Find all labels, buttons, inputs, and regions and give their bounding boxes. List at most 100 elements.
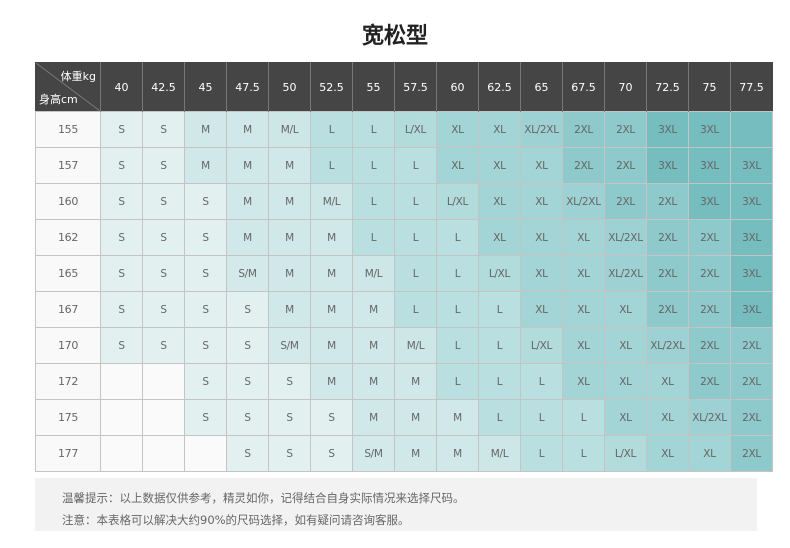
size-cell: XL	[688, 435, 731, 472]
weight-header: 60	[436, 62, 479, 112]
size-cell: L	[394, 147, 437, 184]
size-cell: XL/2XL	[646, 327, 689, 364]
size-cell: M/L	[310, 183, 353, 220]
size-cell: XL	[562, 327, 605, 364]
notice-text: 注意：本表格可以解决大约90%的尺码选择，如有疑问请咨询客服。	[62, 513, 410, 527]
size-cell: 2XL	[730, 363, 773, 400]
page-title: 宽松型	[361, 24, 428, 49]
table-row: 167 S S S S M M M L L L XL XL XL 2XL 2XL 3XL	[35, 291, 773, 328]
size-cell: S	[268, 435, 311, 472]
table-row: 162 S S S M M M L L L XL XL XL XL/2XL 2XL 2XL 3XL	[35, 219, 773, 256]
size-cell: M	[394, 399, 437, 436]
height-cell: 175	[35, 399, 101, 436]
size-cell: L	[436, 291, 479, 328]
size-cell: L/XL	[436, 183, 479, 220]
size-cell: 3XL	[646, 147, 689, 184]
size-cell: M	[184, 111, 227, 148]
size-cell	[142, 399, 185, 436]
size-cell: S	[226, 291, 269, 328]
size-cell: S	[310, 399, 353, 436]
size-cell: L	[436, 219, 479, 256]
size-cell: S	[226, 435, 269, 472]
size-cell: M/L	[352, 255, 395, 292]
size-cell: M	[226, 183, 269, 220]
height-cell: 177	[35, 435, 101, 472]
size-cell: XL	[604, 363, 647, 400]
size-cell: S	[184, 219, 227, 256]
size-cell: L	[436, 363, 479, 400]
size-cell: XL	[646, 435, 689, 472]
size-cell: XL/2XL	[688, 399, 731, 436]
weight-header: 65	[520, 62, 563, 112]
size-cell: M	[310, 327, 353, 364]
size-cell: L	[520, 363, 563, 400]
weight-axis-label: 体重kg	[60, 70, 96, 83]
size-cell: S	[142, 183, 185, 220]
size-cell: 2XL	[688, 363, 731, 400]
header-row: 体重kg 身高cm 40 42.5 45 47.5 50 52.5 55 57.5 60 62.5…	[35, 62, 773, 112]
size-cell: M/L	[478, 435, 521, 472]
size-cell: 3XL	[646, 111, 689, 148]
size-cell: S	[100, 327, 143, 364]
table-row: 160 S S S M M M/L L L L/XL XL XL XL/2XL 2XL 2XL 3XL 3XL	[35, 183, 773, 220]
size-cell: 2XL	[646, 183, 689, 220]
weight-header: 67.5	[562, 62, 605, 112]
weight-header: 45	[184, 62, 227, 112]
height-cell: 157	[35, 147, 101, 184]
weight-header: 42.5	[142, 62, 185, 112]
size-cell: S	[184, 183, 227, 220]
weight-header: 55	[352, 62, 395, 112]
table-row: 177 S S S S/M M M M/L L L L/XL XL XL 2XL	[35, 435, 773, 472]
size-cell: S	[268, 363, 311, 400]
size-cell: 2XL	[604, 147, 647, 184]
size-cell: S	[142, 255, 185, 292]
size-cell: S	[142, 327, 185, 364]
size-cell: M	[394, 363, 437, 400]
size-cell: 2XL	[730, 399, 773, 436]
size-cell: S	[100, 219, 143, 256]
size-cell: L	[310, 147, 353, 184]
size-cell: L	[478, 291, 521, 328]
size-cell: L	[520, 435, 563, 472]
weight-header: 50	[268, 62, 311, 112]
size-cell: L/XL	[604, 435, 647, 472]
size-cell	[100, 399, 143, 436]
size-cell: M	[268, 219, 311, 256]
size-cell: L	[436, 327, 479, 364]
size-cell: L/XL	[394, 111, 437, 148]
size-cell: M	[352, 399, 395, 436]
height-cell: 172	[35, 363, 101, 400]
size-cell: XL	[604, 327, 647, 364]
size-cell: L	[478, 327, 521, 364]
size-cell: S	[100, 147, 143, 184]
size-chart-table: 体重kg 身高cm 40 42.5 45 47.5 50 52.5 55 57.5 60 62.5…	[35, 62, 773, 472]
size-cell: 2XL	[688, 219, 731, 256]
size-cell: L	[562, 399, 605, 436]
size-cell	[142, 363, 185, 400]
size-cell: 2XL	[688, 255, 731, 292]
size-cell: L	[352, 183, 395, 220]
size-cell: XL	[520, 183, 563, 220]
size-cell: S	[184, 363, 227, 400]
size-cell: L	[352, 219, 395, 256]
size-cell: S	[268, 399, 311, 436]
size-cell: L	[478, 363, 521, 400]
table-row: 172 S S S M M M L L L XL XL XL 2XL 2XL	[35, 363, 773, 400]
size-cell: S	[100, 255, 143, 292]
size-cell: 2XL	[604, 111, 647, 148]
size-cell: L/XL	[478, 255, 521, 292]
size-cell: S	[226, 327, 269, 364]
weight-header: 52.5	[310, 62, 353, 112]
height-cell: 162	[35, 219, 101, 256]
weight-header: 40	[100, 62, 143, 112]
size-cell: S	[184, 255, 227, 292]
size-cell: M	[310, 255, 353, 292]
size-cell: XL	[562, 255, 605, 292]
size-cell: XL	[604, 399, 647, 436]
size-cell: M	[436, 399, 479, 436]
size-cell: L	[394, 291, 437, 328]
size-cell	[100, 435, 143, 472]
weight-header: 77.5	[730, 62, 773, 112]
size-cell: S/M	[226, 255, 269, 292]
size-cell	[100, 363, 143, 400]
